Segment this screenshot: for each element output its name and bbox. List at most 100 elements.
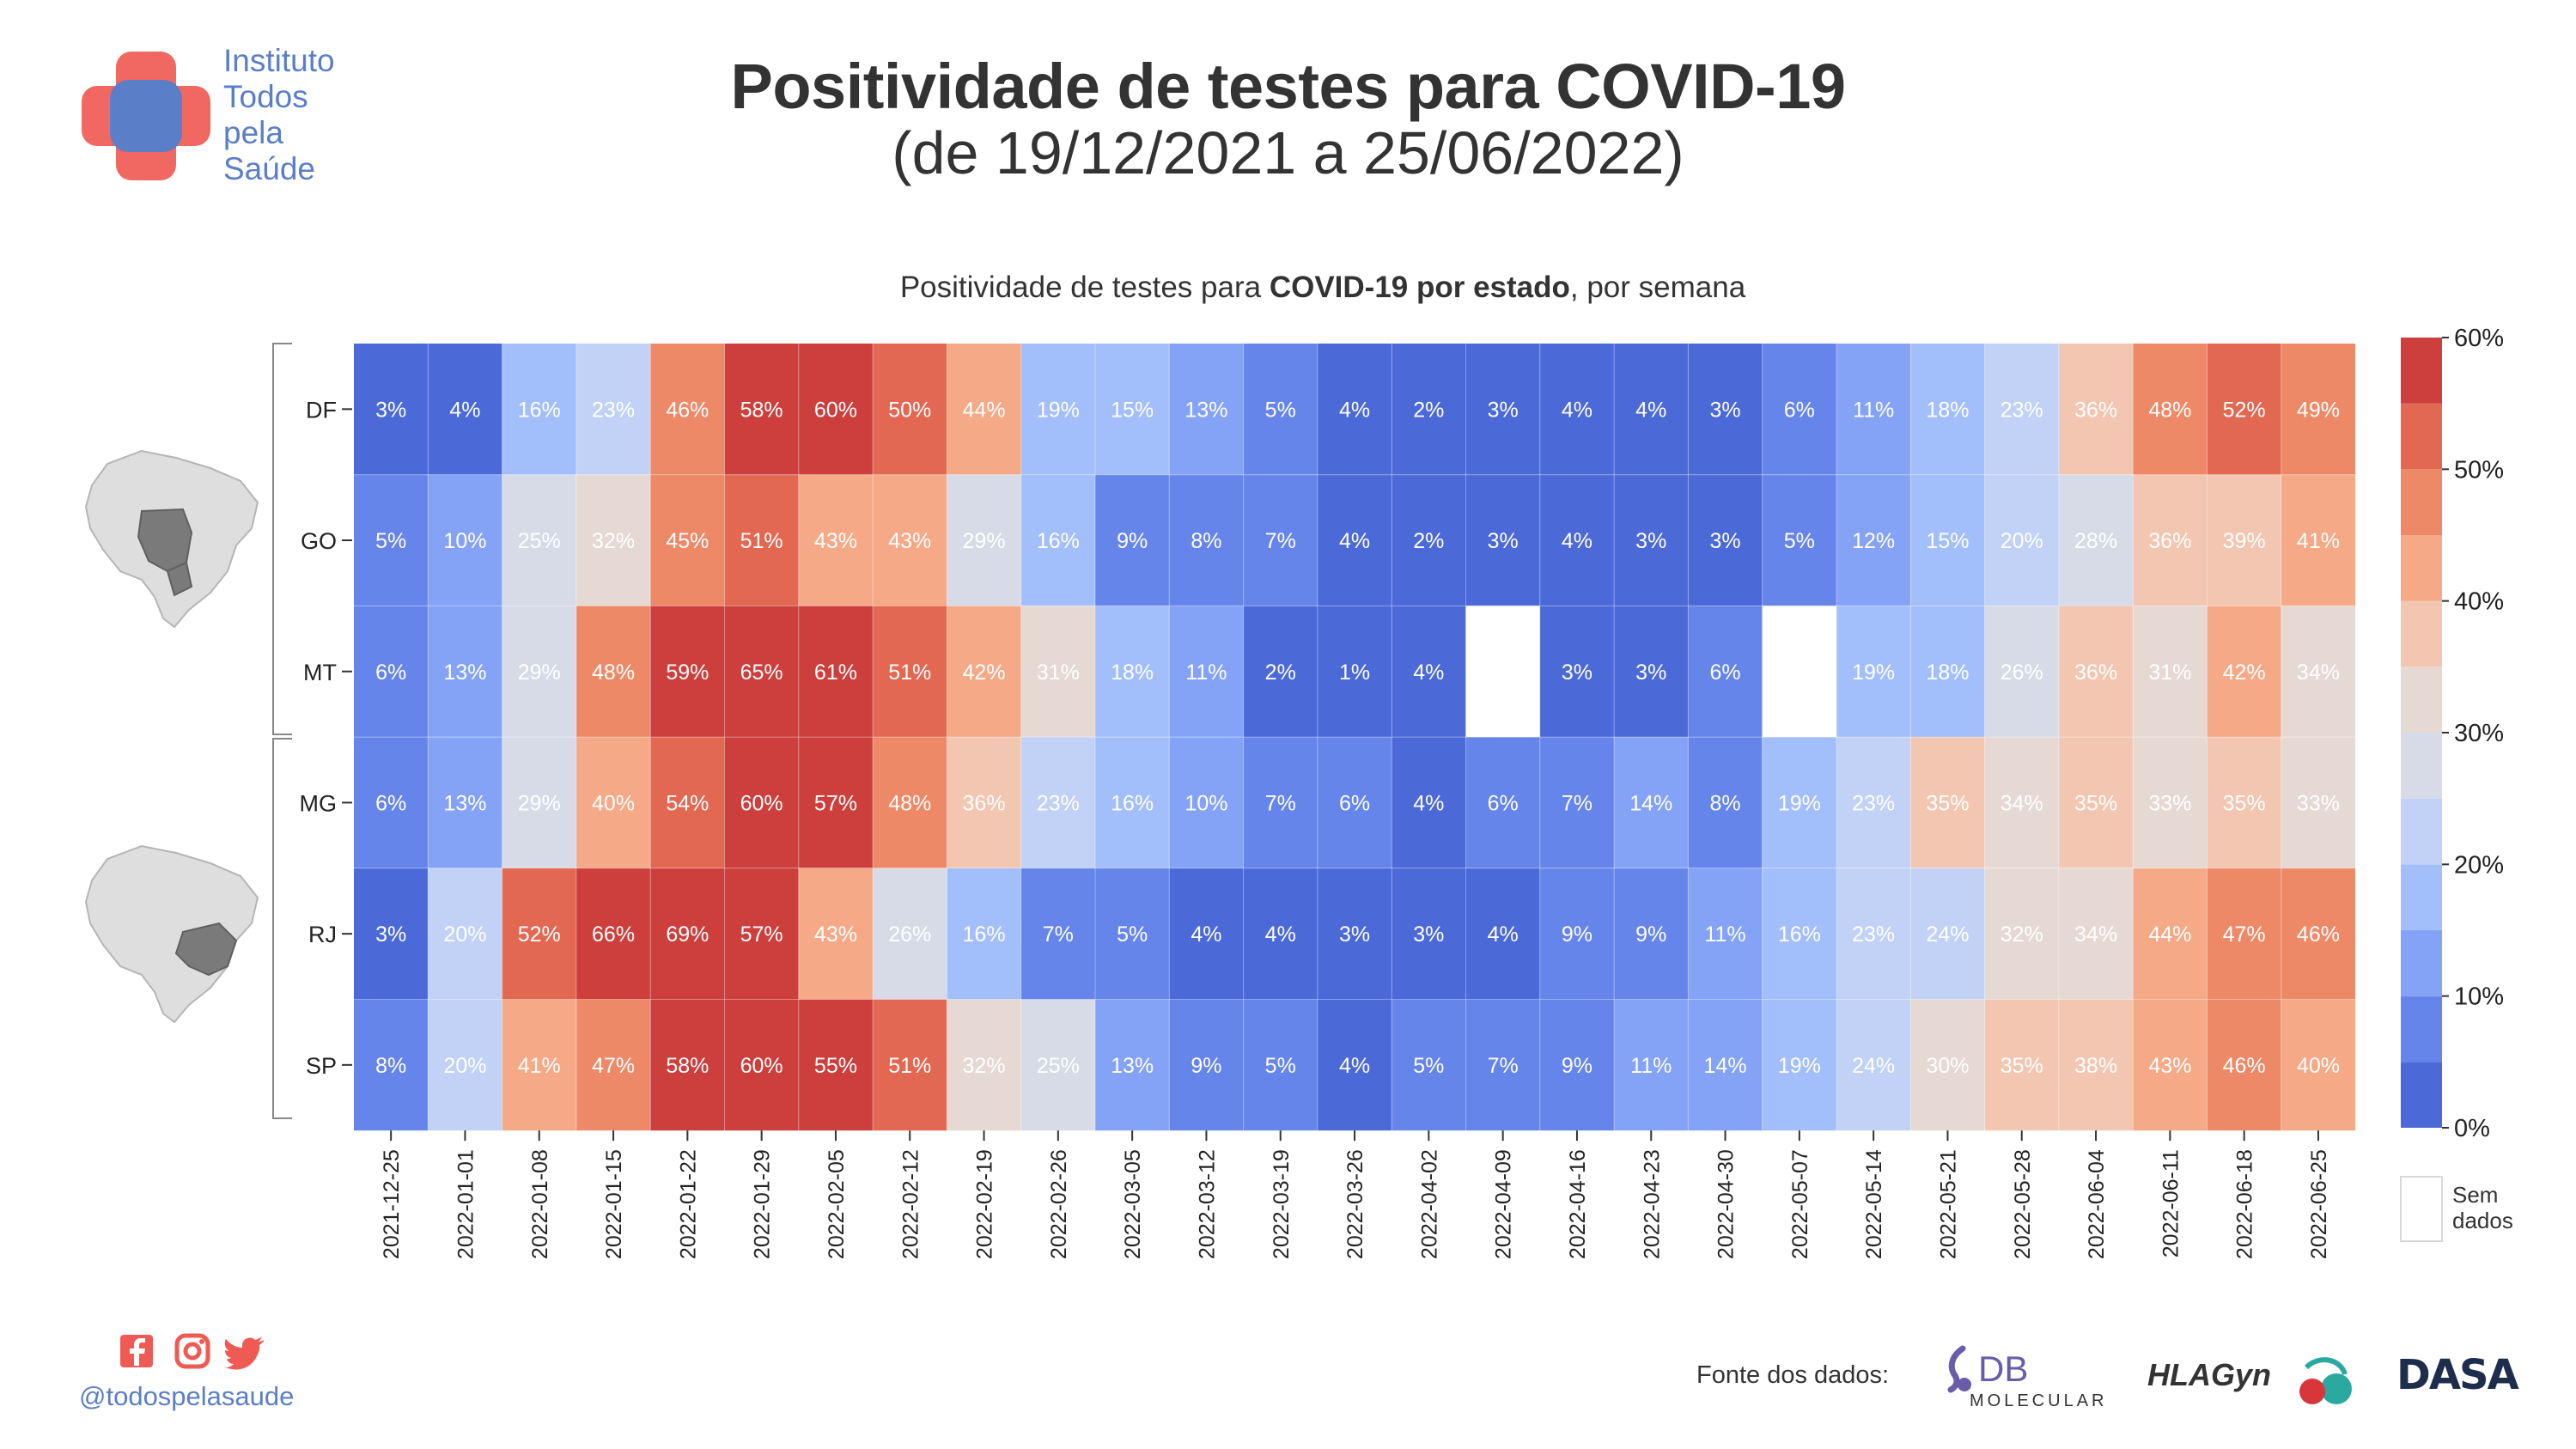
heatmap-cell [1688,737,1763,868]
heatmap-cell [1688,999,1763,1131]
cell-label: 48% [888,791,931,815]
colorbar-segment [2401,930,2442,996]
cell-label: 36% [963,791,1006,815]
heatmap-cell [1392,999,1466,1131]
heatmap-cell [2133,606,2208,738]
heatmap-cell [2207,606,2281,738]
logo: Instituto Todos pela Saúde [77,43,404,189]
cell-label: 65% [740,661,783,685]
cell-label: 5% [1413,1054,1444,1078]
cell-label: 30% [1926,1054,1969,1078]
cell-label: 60% [740,1054,783,1078]
row-label: RJ [308,922,337,947]
cell-label: 3% [1413,922,1444,947]
cell-label: 48% [2148,398,2191,422]
cell-label: 2% [1413,398,1444,422]
heatmap-cell [1688,606,1763,738]
facebook-icon[interactable] [120,1335,153,1367]
heatmap-cell [1984,474,2059,606]
heatmap-cell [650,344,725,475]
heatmap-cell [575,999,651,1131]
instagram-icon[interactable] [174,1333,210,1369]
cell-label: 44% [2148,922,2191,947]
heatmap-cell [2058,606,2134,738]
heatmap-cell [724,868,799,1000]
heatmap-cell [1095,868,1170,1000]
no-data-label: Sem [2452,1182,2498,1208]
heatmap-cell [1465,606,1540,738]
dasa-icon: DASA [2396,1351,2521,1399]
cell-label: 5% [1784,529,1815,553]
cell-label: 55% [814,1054,857,1078]
cell-label: 14% [1704,1054,1747,1078]
cell-label: 25% [1037,1054,1080,1078]
cell-label: 46% [2223,1054,2266,1078]
heatmap-cell [1169,344,1244,475]
heatmap-cell [1836,344,1911,475]
twitter-icon[interactable] [223,1336,265,1370]
colorbar-tick-label: 30% [2454,720,2504,747]
cell-label: 4% [1339,529,1370,553]
heatmap-cell [1169,868,1244,1000]
cell-label: 4% [1562,529,1592,553]
cell-label: 7% [1265,791,1296,815]
heatmap-cell [2058,999,2134,1131]
heatmap-cell [1910,474,1985,606]
cell-label: 60% [814,398,857,422]
cell-label: 43% [814,529,857,553]
cell-label: 54% [666,791,709,815]
heatmap-cell [724,999,799,1131]
cell-label: 31% [2148,661,2191,685]
cell-label: 61% [814,661,857,685]
hlagyn-logo-text: HLAGyn [2147,1357,2271,1392]
cell-label: 20% [2001,529,2043,553]
heatmap-cell [1020,737,1095,868]
heatmap-cell [2207,474,2281,606]
cell-label: 42% [963,661,1006,685]
cell-label: 19% [1037,398,1080,422]
heatmap-cell [2058,344,2134,475]
col-label: 2022-04-30 [1714,1149,1739,1259]
heatmap-cell [1095,737,1170,868]
heatmap-cell [1539,999,1615,1131]
cell-label: 24% [1926,922,1969,947]
row-label: MT [303,660,337,685]
heatmap-cell [1614,344,1689,475]
cell-label: 12% [1852,529,1895,553]
cell-label: 25% [518,529,561,553]
logo-line: Todos [223,79,308,114]
colorbar-tick-label: 0% [2454,1115,2490,1142]
colorbar-segment [2401,864,2442,930]
heatmap-cell [798,606,874,738]
heatmap-chart: 3% 4% 16% 23% 46% 58% 60% 50% 44% 19% 15% 13% 5% 4% 2%… [84,325,2513,1259]
cell-label: 6% [1784,398,1815,422]
heatmap-cell [873,737,947,868]
heatmap-cell [428,737,502,868]
heatmap-cell [1836,474,1911,606]
cell-label: 8% [375,1054,406,1078]
colorbar-tick-label: 20% [2454,851,2504,879]
heatmap-cell [1317,344,1392,475]
logo-line: pela [223,115,283,150]
cell-label: 19% [1778,1054,1821,1078]
cell-label: 23% [1852,791,1895,815]
social-handle[interactable]: @todospelasaude [79,1381,295,1411]
cell-label: 24% [1852,1054,1895,1078]
row-label: DF [306,397,337,423]
group-bracket-2 [272,738,292,1119]
cell-label: 57% [740,922,783,947]
logo-line: Instituto [223,43,335,78]
heatmap-cell [1317,474,1392,606]
heatmap-cell [798,868,874,1000]
cell-label: 15% [1926,529,1969,553]
heatmap-cell [428,606,502,738]
cell-label: 6% [1709,661,1740,685]
heatmap-cell [724,474,799,606]
heatmap-cell [1614,868,1689,1000]
heatmap-cell [2281,474,2356,606]
cell-label: 66% [592,922,635,947]
db-logo-subtext: MOLECULAR [1970,1391,2108,1410]
heatmap-cell [724,606,799,738]
db-molecular-icon [1947,1345,1971,1393]
colorbar-tick-label: 60% [2454,325,2504,352]
